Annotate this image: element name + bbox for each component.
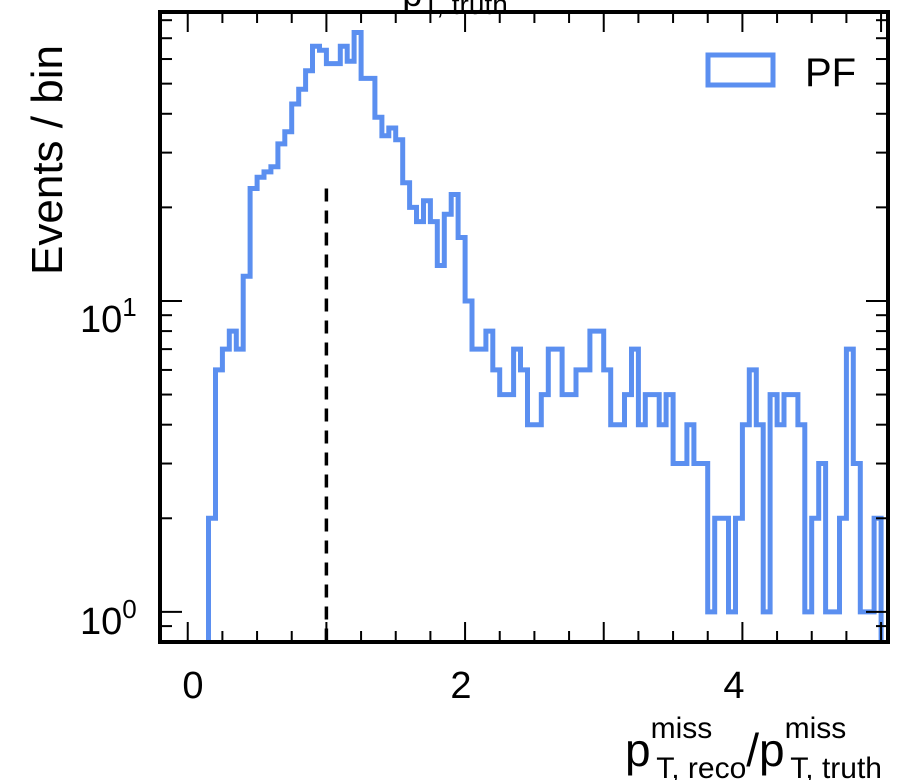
x-tick-label-2: 2: [450, 665, 471, 707]
svg-text:101: 101: [80, 292, 137, 341]
svg-text:100: 100: [80, 594, 137, 643]
tick-layer: [160, 12, 888, 642]
x-axis-label: pmiss T, reco/pmiss T, truth: [625, 712, 882, 780]
legend: PF: [705, 51, 856, 95]
histogram-layer: [206, 30, 884, 642]
y-tick-label-1: 101: [80, 292, 137, 341]
y-tick-label-0: 100: [80, 594, 137, 643]
x-tick-label-0: 0: [182, 665, 203, 707]
legend-label-pf: PF: [805, 51, 856, 95]
y-axis-label: Events / bin: [23, 45, 72, 275]
x-tick-label-4: 4: [723, 665, 744, 707]
legend-swatch-pf: [705, 52, 776, 88]
series-pf-step-line: [206, 30, 884, 642]
plot-frame: [158, 10, 890, 644]
